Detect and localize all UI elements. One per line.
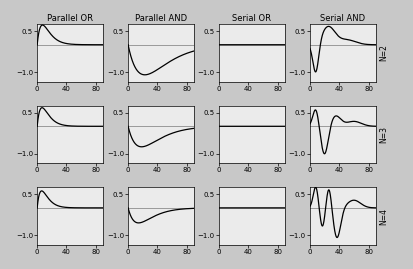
Title: Serial AND: Serial AND <box>320 15 366 23</box>
Text: N=2: N=2 <box>379 44 388 61</box>
Title: Serial OR: Serial OR <box>233 15 271 23</box>
Text: N=4: N=4 <box>379 208 388 225</box>
Title: Parallel AND: Parallel AND <box>135 15 187 23</box>
Text: N=3: N=3 <box>379 126 388 143</box>
Title: Parallel OR: Parallel OR <box>47 15 93 23</box>
